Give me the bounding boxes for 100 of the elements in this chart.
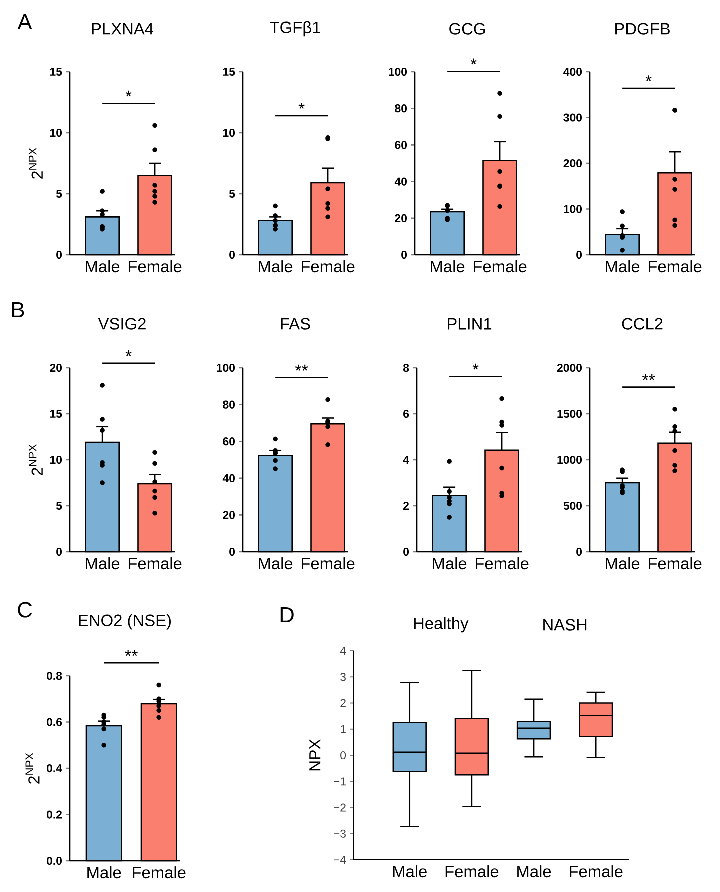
text: D [280,607,294,623]
y-tick-label: 40 [222,474,236,482]
text: NASH [544,619,587,631]
y-axis-title: 2$^{NPX}$ [26,753,40,784]
y-tick-label: 0.8 [47,672,62,680]
y-tick-label: 0 [402,250,408,260]
y-tick-label: 20 [223,511,236,520]
y-tick-label: 200 [564,159,582,168]
text: Healthy [414,617,469,633]
x-tick-label: Male [86,260,120,273]
x-tick-label: Male [433,558,467,570]
y-tick-label: 100 [564,205,582,214]
y-axis-title: 2$^{NPX}$ [28,148,43,179]
x-tick-label: Male [431,260,465,273]
y-tick-label: −2 [334,804,346,812]
y-tick-label: 2 [340,699,346,708]
y-tick-label: 60 [223,438,236,446]
x-tick-label: Female [128,558,182,570]
y-tick-label: 60 [395,141,408,150]
text: * [470,58,477,65]
chart-title: FAS [281,318,310,330]
annotation: ** [642,374,656,380]
y-tick-label: 2000 [557,364,582,372]
y-tick-label: 1500 [558,410,582,418]
x-tick-label: Female [648,260,702,273]
annotation: * [126,90,132,97]
x-tick-label: Female [446,866,499,878]
y-tick-label: 0.4 [47,764,62,773]
y-tick-label: 4 [403,456,410,464]
y-tick-label: 400 [564,68,582,76]
y-tick-label: 0.2 [47,810,62,819]
y-tick-label: 15 [50,68,62,76]
x-tick-label: Female [476,558,529,570]
y-tick-label: 0 [576,250,582,260]
y-tick-label: 4 [340,647,346,655]
x-tick-label: Female [133,866,186,879]
x-tick-label: Male [518,866,552,878]
x-tick-label: Female [302,260,355,273]
y-tick-label: 0 [576,548,582,556]
x-tick-label: Male [393,866,427,878]
y-axis-title: 2$^{NPX}$ [28,444,43,476]
y-tick-label: 10 [50,128,62,138]
text: C [18,602,32,618]
x-tick-label: Female [302,558,355,570]
y-axis-title: NPX [310,739,321,771]
x-tick-label: Female [570,866,623,878]
chart-title: GCG [450,23,486,35]
y-tick-label: 0.6 [47,718,62,726]
text: ** [125,650,138,656]
y-tick-label: −3 [334,830,346,838]
y-tick-label: 100 [217,364,236,372]
y-tick-label: 0 [230,548,236,556]
y-tick-label: 8 [403,364,410,372]
chart-title: CCL2 [622,318,663,330]
y-tick-label: −1 [334,778,346,786]
y-tick-label: 0.0 [47,856,62,866]
y-tick-label: 100 [389,68,408,76]
text: * [126,350,132,357]
chart-title: VSIG2 [98,318,146,330]
y-tick-label: 0 [56,548,62,556]
annotation: * [646,76,652,82]
y-tick-label: 500 [564,502,582,510]
chart-title: ENO2 (NSE) [79,614,171,630]
annotation: ** [295,364,308,371]
x-tick-label: Female [648,558,702,570]
y-tick-label: 0 [340,751,346,760]
x-tick-label: Male [259,558,293,570]
y-tick-label: 20 [395,214,408,222]
y-tick-label: 5 [229,190,236,198]
y-tick-label: 5 [56,190,62,198]
y-tick-label: 40 [394,178,408,186]
text: B [12,302,24,318]
chart-title: TGFβ1 [270,21,320,37]
chart-title: PLIN1 [448,318,492,330]
chart-title: PLXNA4 [92,23,154,35]
y-tick-label: −4 [334,856,346,864]
y-tick-label: 10 [50,456,62,464]
x-tick-label: Male [86,558,120,570]
y-tick-label: 15 [50,410,62,418]
y-tick-label: 1 [340,725,346,734]
y-tick-label: 80 [223,400,236,409]
x-tick-label: Male [606,260,640,273]
y-tick-label: 2 [404,502,410,510]
x-tick-label: Female [128,260,182,273]
y-tick-label: 0 [56,250,62,260]
y-tick-label: 15 [223,68,236,76]
y-tick-label: 20 [50,364,62,372]
y-tick-label: 0 [404,548,410,556]
y-tick-label: 80 [395,104,408,113]
y-tick-label: 0 [230,250,236,260]
y-tick-label: 1000 [558,456,582,464]
chart-title: PDGFB [616,23,670,35]
y-tick-label: 5 [56,502,62,510]
y-tick-label: 300 [564,114,582,122]
text: A [18,14,32,30]
y-tick-label: 6 [404,410,410,418]
annotation: * [298,103,305,110]
x-tick-label: Male [88,866,122,879]
x-tick-label: Male [259,260,293,273]
x-tick-label: Female [474,260,527,273]
